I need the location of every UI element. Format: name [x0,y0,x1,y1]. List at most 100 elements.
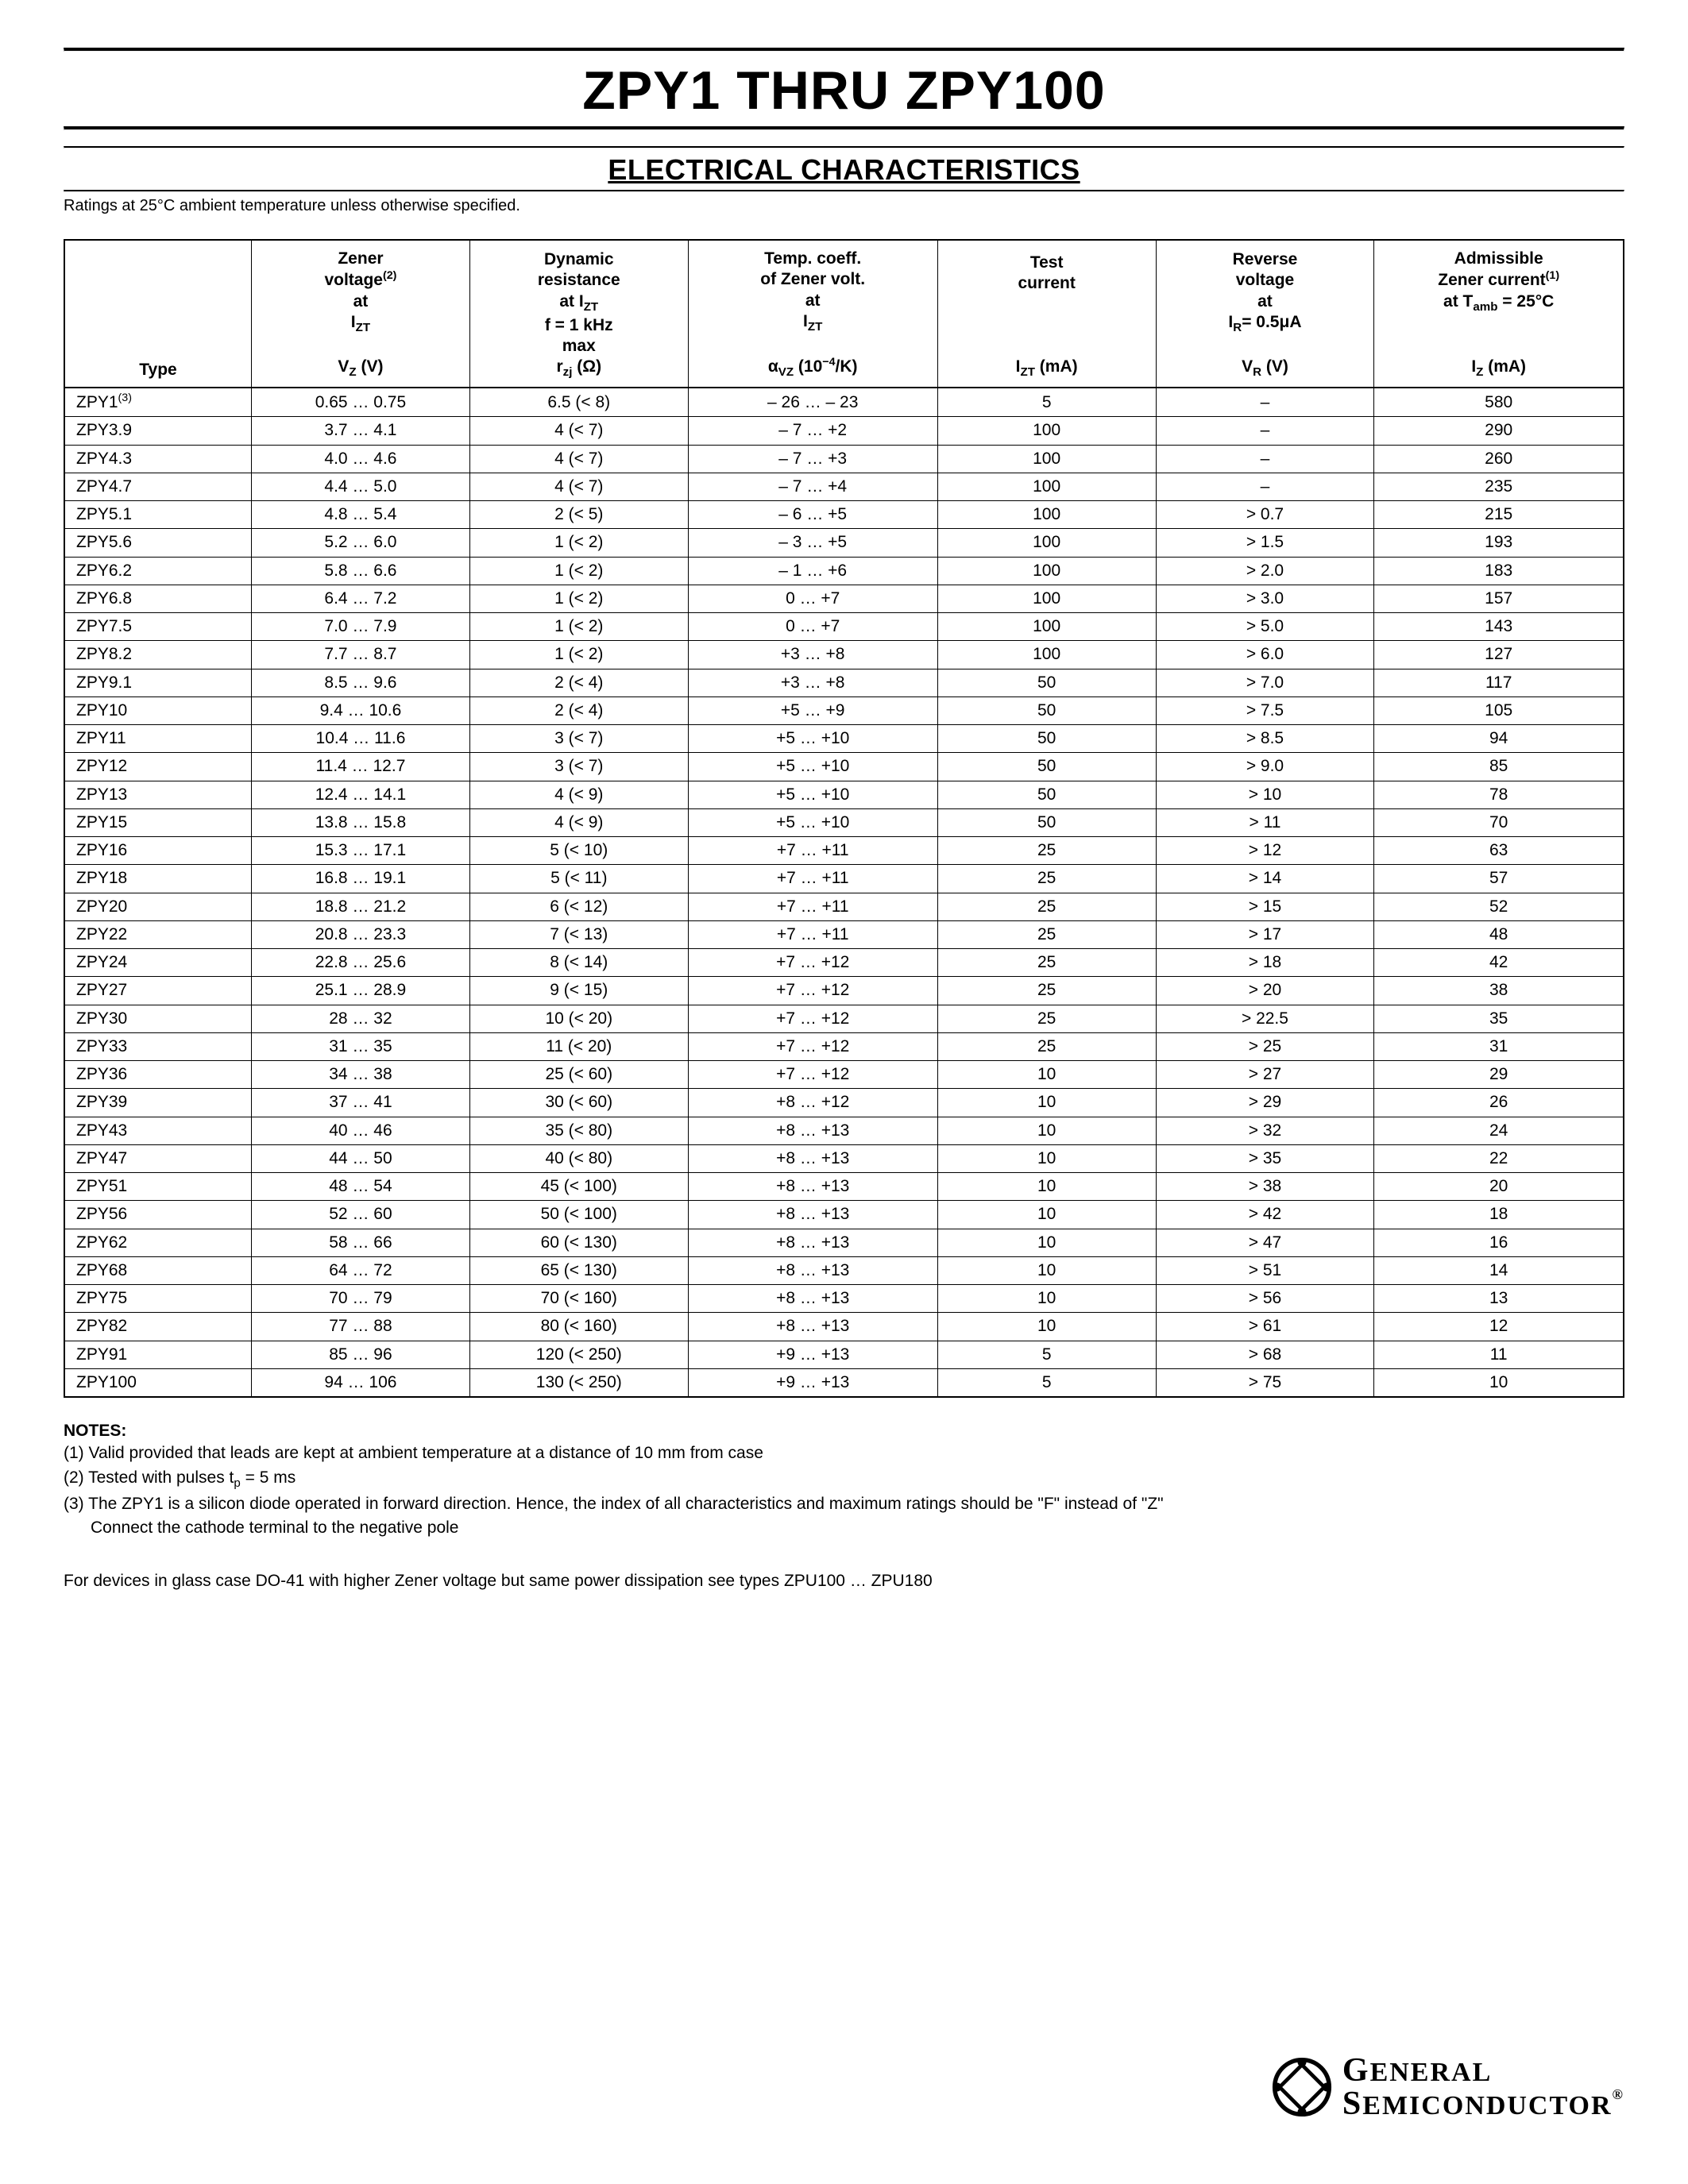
table-cell: 10 [937,1313,1156,1341]
table-cell: 25 (< 60) [469,1061,688,1089]
table-cell: 4 (< 9) [469,781,688,808]
table-cell: 35 (< 80) [469,1117,688,1144]
table-cell: 20 [1374,1173,1624,1201]
closing-note: For devices in glass case DO-41 with hig… [64,1572,1624,1591]
table-cell: ZPY11 [64,725,252,753]
table-cell: – 6 … +5 [688,501,937,529]
table-cell: 85 … 96 [252,1341,470,1368]
table-cell: 20.8 … 23.3 [252,920,470,948]
table-cell: > 32 [1156,1117,1374,1144]
table-cell: 25 [937,837,1156,865]
table-cell: ZPY9.1 [64,669,252,696]
table-row: ZPY5.65.2 … 6.01 (< 2)– 3 … +5100> 1.519… [64,529,1624,557]
table-cell: 130 (< 250) [469,1368,688,1397]
table-row: ZPY2725.1 … 28.99 (< 15)+7 … +1225> 2038 [64,977,1624,1005]
table-cell: 50 [937,753,1156,781]
table-cell: +9 … +13 [688,1368,937,1397]
table-cell: 0.65 … 0.75 [252,388,470,417]
table-cell: 52 … 60 [252,1201,470,1229]
table-cell: ZPY4.7 [64,473,252,500]
table-cell: ZPY1(3) [64,388,252,417]
table-cell: 3.7 … 4.1 [252,417,470,445]
table-cell: 1 (< 2) [469,585,688,612]
table-cell: ZPY16 [64,837,252,865]
table-cell: +7 … +12 [688,1061,937,1089]
table-cell: – [1156,417,1374,445]
table-cell: +7 … +12 [688,1032,937,1060]
table-cell: > 14 [1156,865,1374,893]
table-cell: +7 … +12 [688,977,937,1005]
table-cell: ZPY36 [64,1061,252,1089]
table-cell: > 17 [1156,920,1374,948]
table-cell: – 7 … +2 [688,417,937,445]
table-cell: +5 … +10 [688,781,937,808]
table-row: ZPY3028 … 3210 (< 20)+7 … +1225> 22.535 [64,1005,1624,1032]
table-cell: 85 [1374,753,1624,781]
table-cell: 57 [1374,865,1624,893]
table-cell: 5.2 … 6.0 [252,529,470,557]
table-cell: +3 … +8 [688,669,937,696]
table-row: ZPY8277 … 8880 (< 160)+8 … +1310> 6112 [64,1313,1624,1341]
table-header-cell: TestcurrentIZT (mA) [937,240,1156,388]
table-cell: 11 (< 20) [469,1032,688,1060]
table-cell: > 35 [1156,1144,1374,1172]
table-cell: 40 (< 80) [469,1144,688,1172]
table-row: ZPY1312.4 … 14.14 (< 9)+5 … +1050> 1078 [64,781,1624,808]
table-cell: – [1156,445,1374,473]
table-cell: 31 … 35 [252,1032,470,1060]
table-cell: 29 [1374,1061,1624,1089]
table-cell: > 2.0 [1156,557,1374,585]
table-cell: – [1156,473,1374,500]
table-cell: > 3.0 [1156,585,1374,612]
page-title: ZPY1 THRU ZPY100 [64,52,1624,126]
table-header-row: TypeZenervoltage(2)atIZTVZ (V)Dynamicres… [64,240,1624,388]
table-row: ZPY6864 … 7265 (< 130)+8 … +1310> 5114 [64,1256,1624,1284]
table-cell: 7 (< 13) [469,920,688,948]
table-cell: 1 (< 2) [469,613,688,641]
table-row: ZPY5652 … 6050 (< 100)+8 … +1310> 4218 [64,1201,1624,1229]
table-cell: 290 [1374,417,1624,445]
table-cell: 10 [937,1173,1156,1201]
table-cell: 5.8 … 6.6 [252,557,470,585]
table-cell: – 7 … +3 [688,445,937,473]
table-cell: +5 … +9 [688,696,937,724]
table-row: ZPY5.14.8 … 5.42 (< 5)– 6 … +5100> 0.721… [64,501,1624,529]
table-cell: 105 [1374,696,1624,724]
table-cell: 5 (< 10) [469,837,688,865]
table-cell: 16.8 … 19.1 [252,865,470,893]
table-cell: 580 [1374,388,1624,417]
table-cell: 50 [937,808,1156,836]
table-cell: 100 [937,557,1156,585]
table-row: ZPY7570 … 7970 (< 160)+8 … +1310> 5613 [64,1285,1624,1313]
table-cell: 70 [1374,808,1624,836]
table-cell: – 3 … +5 [688,529,937,557]
table-cell: > 0.7 [1156,501,1374,529]
table-cell: 4 (< 9) [469,808,688,836]
table-cell: 11.4 … 12.7 [252,753,470,781]
table-cell: > 47 [1156,1229,1374,1256]
table-cell: 2 (< 4) [469,696,688,724]
table-cell: 48 [1374,920,1624,948]
table-row: ZPY9.18.5 … 9.62 (< 4)+3 … +850> 7.0117 [64,669,1624,696]
table-cell: 5 (< 11) [469,865,688,893]
table-cell: > 25 [1156,1032,1374,1060]
table-cell: 25 [937,949,1156,977]
table-row: ZPY1816.8 … 19.15 (< 11)+7 … +1125> 1457 [64,865,1624,893]
table-cell: ZPY27 [64,977,252,1005]
table-cell: 25 [937,893,1156,920]
table-cell: 22.8 … 25.6 [252,949,470,977]
table-cell: ZPY82 [64,1313,252,1341]
table-cell: ZPY22 [64,920,252,948]
table-cell: ZPY4.3 [64,445,252,473]
table-header-cell: Temp. coeff.of Zener volt.atIZTαVZ (10−4… [688,240,937,388]
table-cell: 34 … 38 [252,1061,470,1089]
table-cell: > 1.5 [1156,529,1374,557]
table-cell: 38 [1374,977,1624,1005]
table-cell: 3 (< 7) [469,753,688,781]
table-cell: > 5.0 [1156,613,1374,641]
table-cell: 37 … 41 [252,1089,470,1117]
table-header-cell: AdmissibleZener current(1)at Tamb = 25°C… [1374,240,1624,388]
table-cell: ZPY100 [64,1368,252,1397]
table-cell: 16 [1374,1229,1624,1256]
table-cell: 9.4 … 10.6 [252,696,470,724]
